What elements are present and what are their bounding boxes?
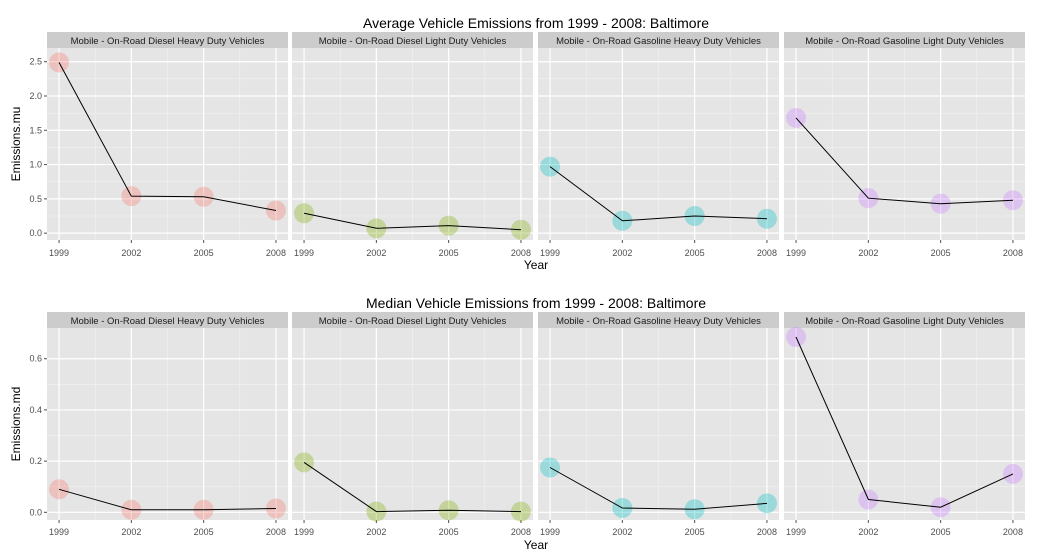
facet-strip-label: Mobile - On-Road Gasoline Heavy Duty Veh…	[556, 316, 761, 327]
y-tick-label: 0.4	[29, 405, 42, 415]
facet-panel: Mobile - On-Road Diesel Light Duty Vehic…	[292, 312, 533, 537]
series-line	[303, 461, 522, 513]
facet-panel: Mobile - On-Road Gasoline Heavy Duty Veh…	[538, 312, 779, 537]
y-tick-label: 0.5	[29, 194, 42, 204]
x-tick-label: 2002	[366, 248, 386, 258]
x-tick-label: 2002	[858, 248, 878, 258]
chart-title: Median Vehicle Emissions from 1999 - 200…	[366, 295, 706, 311]
data-point	[294, 203, 315, 224]
facet-strip-label: Mobile - On-Road Diesel Light Duty Vehic…	[319, 36, 507, 47]
series-line	[795, 336, 1014, 508]
x-tick-label: 1999	[49, 248, 69, 258]
y-tick-label: 1.5	[29, 125, 42, 135]
x-tick-label: 2002	[612, 248, 632, 258]
facet-strip-label: Mobile - On-Road Gasoline Light Duty Veh…	[805, 36, 1004, 47]
series-line	[303, 212, 522, 231]
x-tick-label: 2005	[931, 248, 951, 258]
y-axis-title: Emissions.md	[9, 387, 23, 462]
facet-panel: Mobile - On-Road Gasoline Light Duty Veh…	[784, 312, 1025, 537]
x-tick-label: 2005	[194, 248, 214, 258]
series-line	[549, 166, 768, 222]
facet-strip-label: Mobile - On-Road Diesel Light Duty Vehic…	[319, 316, 507, 327]
facet-strip	[292, 312, 533, 328]
x-axis-title: Year	[524, 258, 548, 272]
facet-panel: Mobile - On-Road Diesel Heavy Duty Vehic…	[47, 32, 288, 258]
x-tick-label: 2008	[1003, 527, 1023, 537]
chart-row-2: Median Vehicle Emissions from 1999 - 200…	[9, 295, 1025, 552]
y-tick-label: 0.6	[29, 354, 42, 364]
chart-title: Average Vehicle Emissions from 1999 - 20…	[363, 15, 709, 31]
y-tick-label: 0.2	[29, 456, 42, 466]
y-tick-label: 0.0	[29, 507, 42, 517]
x-tick-label: 2005	[685, 527, 705, 537]
x-axis-title: Year	[524, 538, 548, 552]
x-tick-label: 2008	[511, 248, 531, 258]
facet-strip	[47, 312, 288, 328]
x-tick-label: 1999	[786, 527, 806, 537]
x-tick-label: 2002	[366, 527, 386, 537]
data-point	[294, 452, 315, 473]
facet-panel: Mobile - On-Road Diesel Heavy Duty Vehic…	[47, 312, 288, 537]
x-tick-label: 2005	[194, 527, 214, 537]
x-tick-label: 2008	[757, 248, 777, 258]
facet-strip	[538, 32, 779, 48]
x-tick-label: 2002	[612, 527, 632, 537]
x-tick-label: 2005	[439, 248, 459, 258]
y-tick-label: 2.0	[29, 91, 42, 101]
facet-strip	[292, 32, 533, 48]
x-tick-label: 1999	[540, 248, 560, 258]
series-line	[795, 117, 1014, 205]
series-line	[58, 488, 277, 511]
facet-strip	[784, 312, 1025, 328]
x-tick-label: 2005	[685, 248, 705, 258]
x-tick-label: 2002	[121, 527, 141, 537]
data-point	[786, 326, 807, 347]
x-tick-label: 1999	[786, 248, 806, 258]
x-tick-label: 1999	[49, 527, 69, 537]
facet-strip-label: Mobile - On-Road Gasoline Heavy Duty Veh…	[556, 36, 761, 47]
facet-strip-label: Mobile - On-Road Gasoline Light Duty Veh…	[805, 316, 1004, 327]
x-tick-label: 2002	[121, 248, 141, 258]
facet-panel: Mobile - On-Road Gasoline Light Duty Veh…	[784, 32, 1025, 258]
x-tick-label: 2008	[266, 248, 286, 258]
x-tick-label: 2005	[931, 527, 951, 537]
x-tick-label: 2008	[266, 527, 286, 537]
x-tick-label: 1999	[294, 248, 314, 258]
series-line	[549, 467, 768, 510]
chart-row-1: Average Vehicle Emissions from 1999 - 20…	[9, 15, 1025, 272]
x-tick-label: 1999	[294, 527, 314, 537]
y-axis-title: Emissions.mu	[9, 107, 23, 182]
x-tick-label: 2008	[757, 527, 777, 537]
x-tick-label: 2005	[439, 527, 459, 537]
y-tick-label: 1.0	[29, 160, 42, 170]
facet-panel: Mobile - On-Road Gasoline Heavy Duty Veh…	[538, 32, 779, 258]
x-tick-label: 1999	[540, 527, 560, 537]
facet-strip	[784, 32, 1025, 48]
x-tick-label: 2008	[511, 527, 531, 537]
y-tick-label: 2.5	[29, 57, 42, 67]
facet-panel: Mobile - On-Road Diesel Light Duty Vehic…	[292, 32, 533, 258]
x-tick-label: 2008	[1003, 248, 1023, 258]
facet-strip	[47, 32, 288, 48]
series-line	[58, 62, 277, 211]
facet-strip	[538, 312, 779, 328]
y-tick-label: 0.0	[29, 228, 42, 238]
x-tick-label: 2002	[858, 527, 878, 537]
facet-strip-label: Mobile - On-Road Diesel Heavy Duty Vehic…	[71, 316, 265, 327]
facet-strip-label: Mobile - On-Road Diesel Heavy Duty Vehic…	[71, 36, 265, 47]
